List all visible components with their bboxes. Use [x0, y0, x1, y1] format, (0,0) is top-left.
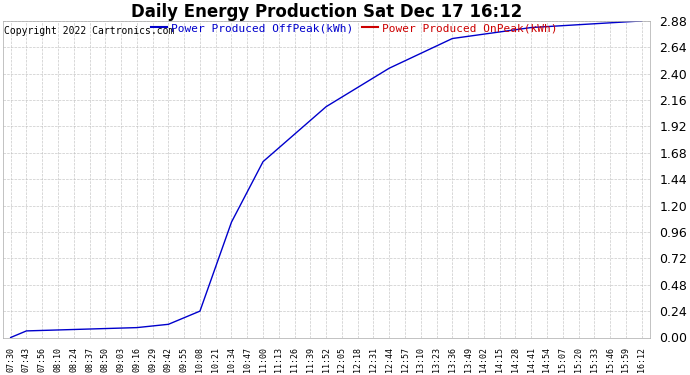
Text: Copyright 2022 Cartronics.com: Copyright 2022 Cartronics.com [4, 26, 175, 36]
Legend: Power Produced OffPeak(kWh), Power Produced OnPeak(kWh): Power Produced OffPeak(kWh), Power Produ… [150, 23, 558, 33]
Title: Daily Energy Production Sat Dec 17 16:12: Daily Energy Production Sat Dec 17 16:12 [130, 3, 522, 21]
